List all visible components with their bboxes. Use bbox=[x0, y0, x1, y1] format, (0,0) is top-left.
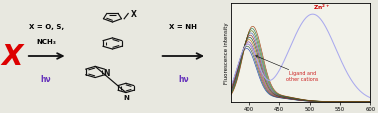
Text: hν: hν bbox=[178, 75, 189, 84]
Y-axis label: Fluorescence intensity: Fluorescence intensity bbox=[224, 22, 229, 83]
Text: X = O, S,: X = O, S, bbox=[29, 24, 64, 30]
X-axis label: Wavelength (nm): Wavelength (nm) bbox=[275, 112, 326, 113]
Text: X: X bbox=[2, 43, 23, 70]
Text: NCH₃: NCH₃ bbox=[36, 39, 56, 45]
Text: N: N bbox=[123, 94, 129, 100]
Text: N: N bbox=[104, 68, 110, 77]
Text: Ligand and
other cations: Ligand and other cations bbox=[286, 71, 319, 82]
Text: X = NH: X = NH bbox=[169, 24, 197, 30]
Text: $\mathbf{Zn^{2+}}$: $\mathbf{Zn^{2+}}$ bbox=[313, 2, 330, 12]
Text: hν: hν bbox=[41, 75, 51, 84]
Text: X: X bbox=[131, 10, 137, 19]
